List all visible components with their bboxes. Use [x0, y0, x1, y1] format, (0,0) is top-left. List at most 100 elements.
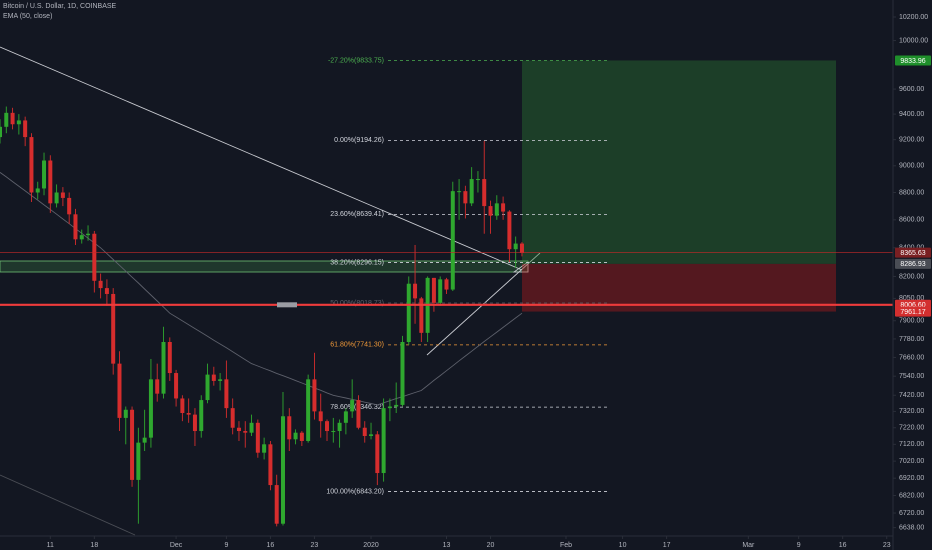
candle-body — [29, 137, 34, 193]
fib-label: 61.80%(7741.30) — [330, 342, 384, 349]
y-tick-label: 6638.00 — [899, 524, 924, 531]
x-tick-label: 10 — [619, 542, 627, 549]
candle-body — [431, 277, 436, 303]
candle-body — [312, 379, 317, 412]
candle-body — [262, 444, 267, 453]
candle-body — [230, 408, 235, 428]
candle-body — [199, 400, 204, 432]
y-tick-label: 7220.00 — [899, 425, 924, 432]
candle-body — [236, 427, 241, 432]
candle-body — [400, 341, 405, 405]
price-tag — [895, 306, 931, 317]
candle-body — [369, 434, 374, 436]
triangle-marker — [512, 261, 529, 273]
price-tag — [895, 247, 931, 258]
loss-zone — [522, 263, 836, 312]
candle-body — [148, 379, 153, 438]
candle-body — [457, 191, 462, 193]
candle-body — [475, 179, 480, 181]
candle-body — [86, 233, 91, 236]
x-tick-label: 20 — [487, 542, 495, 549]
candle-body — [444, 279, 449, 290]
candle-body — [192, 414, 197, 432]
x-tick-label: 16 — [267, 542, 275, 549]
fib-label: 23.60%(8639.41) — [330, 211, 384, 218]
x-tick-label: 17 — [663, 542, 671, 549]
x-tick-label: Feb — [560, 542, 572, 549]
fib-label: -27.20%(9833.75) — [328, 57, 384, 64]
price-tag-label: 7961.17 — [900, 309, 925, 316]
candle-body — [519, 243, 524, 253]
trend-line — [0, 46, 523, 271]
candle-body — [268, 444, 273, 486]
x-tick-label: 9 — [797, 542, 801, 549]
candle-body — [280, 416, 285, 524]
candle-body — [249, 422, 254, 433]
price-tag — [895, 55, 931, 66]
x-tick-label: Mar — [742, 542, 755, 549]
candle-body — [73, 214, 78, 240]
candle-body — [482, 179, 487, 207]
price-tag-label: 9833.96 — [900, 58, 925, 65]
indicator-label: EMA (50, close) — [3, 13, 52, 20]
x-tick-label: 18 — [90, 542, 98, 549]
plot-area: -27.20%(9833.75) 0.00%(9194.26) 23.60%(863… — [0, 46, 893, 536]
candle-body — [362, 427, 367, 436]
candle-body — [60, 192, 65, 198]
y-tick-label: 6820.00 — [899, 492, 924, 499]
candle-body — [501, 203, 506, 212]
candle-body — [394, 404, 399, 407]
candle-body — [0, 126, 2, 138]
candle-body — [387, 406, 392, 409]
candle-body — [155, 379, 160, 394]
candle-body — [306, 379, 311, 441]
candle-body — [180, 398, 185, 414]
candle-body — [438, 279, 443, 303]
candle-body — [136, 442, 141, 480]
fib-label: 0.00%(9194.26) — [334, 137, 384, 144]
candle-body — [469, 179, 474, 204]
y-tick-label: 9000.00 — [899, 163, 924, 170]
candle-body — [375, 434, 380, 474]
candle-body — [161, 341, 166, 394]
y-tick-label: 7120.00 — [899, 441, 924, 448]
candle-body — [186, 413, 191, 415]
candle-body — [255, 422, 260, 453]
fib-label: 38.20%(8296.15) — [330, 259, 384, 266]
candle-body — [211, 374, 216, 381]
candle-body — [488, 206, 493, 216]
y-tick-label: 8600.00 — [899, 217, 924, 224]
candle-body — [67, 197, 72, 215]
y-tick-label: 7320.00 — [899, 408, 924, 415]
candle-body — [350, 400, 355, 412]
y-tick-label: 6720.00 — [899, 510, 924, 517]
candle-body — [224, 379, 229, 409]
candle-body — [243, 431, 248, 433]
candle-body — [205, 374, 210, 401]
y-tick-label: 8200.00 — [899, 273, 924, 280]
candle-body — [35, 188, 40, 193]
fib-label: 50.00%(8018.73) — [330, 300, 384, 307]
candle-body — [337, 422, 342, 432]
candle-body — [23, 120, 28, 138]
candle-body — [117, 363, 122, 418]
candle-body — [293, 432, 298, 440]
chart-title: Bitcoin / U.S. Dollar, 1D, COINBASE — [3, 3, 117, 10]
y-tick-label: 7540.00 — [899, 373, 924, 380]
y-tick-label: 7020.00 — [899, 458, 924, 465]
y-tick-label: 9400.00 — [899, 111, 924, 118]
fib-label: 100.00%(6843.20) — [326, 488, 384, 495]
profit-zone — [522, 60, 836, 264]
y-tick-label: 6920.00 — [899, 475, 924, 482]
y-tick-label: 7660.00 — [899, 354, 924, 361]
candle-body — [54, 192, 59, 204]
x-tick-label: 11 — [47, 542, 54, 549]
candle-body — [325, 421, 330, 432]
candle-body — [4, 112, 9, 127]
candle-body — [130, 409, 135, 480]
candle-body — [142, 437, 147, 443]
x-tick-label: 23 — [883, 542, 891, 549]
candle-body — [218, 379, 223, 381]
candle-body — [167, 341, 172, 374]
x-tick-label: Dec — [170, 542, 183, 549]
